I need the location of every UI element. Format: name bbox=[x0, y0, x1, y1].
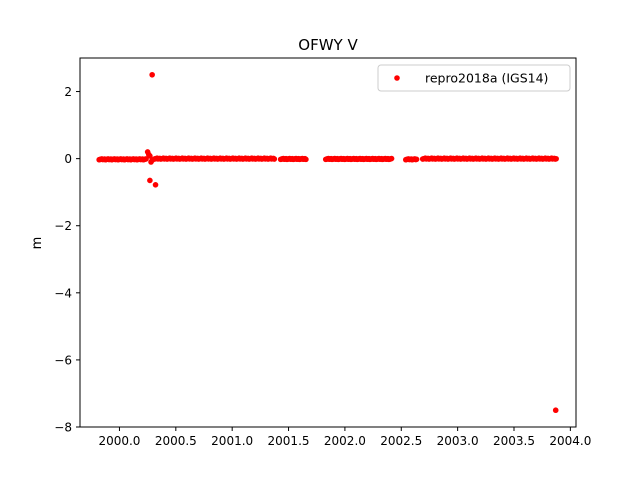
x-tick-label: 2003.5 bbox=[493, 434, 535, 448]
data-point bbox=[303, 156, 309, 163]
x-tick-label: 2002.5 bbox=[380, 434, 422, 448]
x-tick-label: 2004.0 bbox=[549, 434, 591, 448]
data-point bbox=[149, 71, 155, 78]
y-tick-label: −2 bbox=[54, 219, 72, 233]
data-point bbox=[413, 156, 420, 163]
data-point bbox=[152, 182, 159, 188]
data-point bbox=[553, 155, 559, 162]
data-point bbox=[552, 407, 559, 414]
x-axis: 2000.0 2000.5 2001.0 2001.5 2002.0 2002.5 2003… bbox=[98, 427, 591, 448]
plot-area-frame bbox=[79, 57, 577, 428]
data-point bbox=[147, 177, 153, 184]
data-point bbox=[271, 156, 278, 162]
x-tick-label: 2001.0 bbox=[211, 434, 253, 448]
x-tick-label: 2000.5 bbox=[155, 434, 197, 448]
y-tick-label: −4 bbox=[54, 286, 72, 300]
legend-box bbox=[377, 64, 571, 92]
y-axis-label: m bbox=[30, 237, 45, 250]
data-point bbox=[149, 157, 155, 164]
legend: repro2018a (IGS14) bbox=[377, 64, 571, 92]
x-tick-label: 2001.5 bbox=[268, 434, 310, 448]
y-tick-label: 2 bbox=[64, 85, 72, 99]
y-tick-label: −8 bbox=[54, 421, 72, 435]
data-point bbox=[388, 155, 395, 162]
chart-title: OFWY V bbox=[298, 36, 358, 54]
data-point bbox=[143, 156, 149, 162]
legend-label: repro2018a (IGS14) bbox=[425, 71, 548, 86]
x-tick-label: 2002.0 bbox=[324, 434, 366, 448]
y-tick-label: −6 bbox=[54, 353, 72, 367]
x-tick-label: 2000.0 bbox=[98, 434, 140, 448]
y-axis: 2 0 −2 −4 −6 −8 bbox=[54, 85, 80, 435]
data-point bbox=[147, 153, 153, 159]
x-tick-label: 2003.0 bbox=[437, 434, 479, 448]
y-tick-label: 0 bbox=[64, 152, 72, 166]
legend-marker bbox=[394, 75, 400, 81]
data-marks bbox=[96, 71, 559, 414]
